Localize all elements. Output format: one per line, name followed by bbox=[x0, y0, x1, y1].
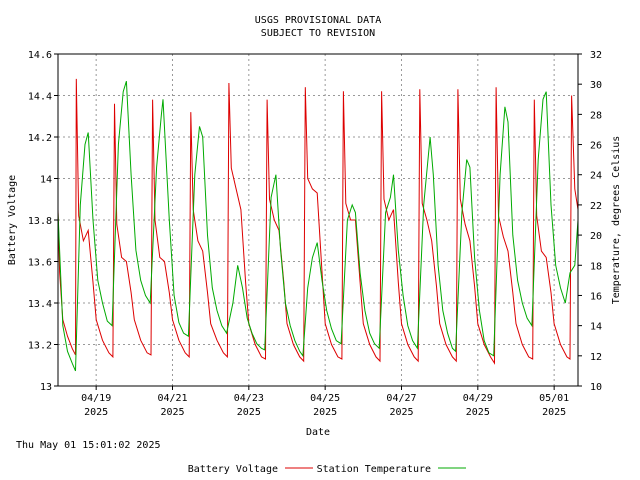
x-axis: 04/19 2025 04/21 2025 04/23 2025 04/25 2025 04/2… bbox=[81, 386, 569, 418]
x-tick-year: 2025 bbox=[237, 407, 261, 418]
y2-tick-label: 12 bbox=[590, 352, 602, 363]
x-tick-label: 05/01 bbox=[539, 393, 569, 404]
legend-label-battery-voltage: Battery Voltage bbox=[188, 464, 278, 475]
x-tick-year: 2025 bbox=[84, 407, 108, 418]
y2-tick-label: 14 bbox=[590, 322, 602, 333]
legend-label-station-temperature: Station Temperature bbox=[317, 464, 431, 475]
y-axis: 13 13.2 13.4 13.6 13.8 14 14.2 14.4 14.6 bbox=[28, 50, 58, 393]
x-tick-label: 04/19 bbox=[81, 393, 111, 404]
x-tick-year: 2025 bbox=[160, 407, 184, 418]
x-tick-label: 04/21 bbox=[157, 393, 187, 404]
chart-subtitle: SUBJECT TO REVISION bbox=[261, 28, 375, 39]
y2-tick-label: 20 bbox=[590, 231, 602, 242]
y2-tick-label: 10 bbox=[590, 382, 602, 393]
y2-tick-label: 24 bbox=[590, 171, 602, 182]
legend: Battery Voltage Station Temperature bbox=[188, 464, 466, 475]
x-axis-label: Date bbox=[306, 427, 330, 438]
y-axis-label: Battery Voltage bbox=[7, 175, 18, 265]
y-tick-label: 14.6 bbox=[28, 50, 52, 61]
series-layer bbox=[57, 78, 579, 372]
series-line-battery-voltage bbox=[57, 78, 579, 365]
y2-tick-label: 22 bbox=[590, 201, 602, 212]
y2-tick-label: 16 bbox=[590, 291, 602, 302]
x-tick-label: 04/29 bbox=[463, 393, 493, 404]
x-tick-year: 2025 bbox=[313, 407, 337, 418]
x-tick-label: 04/27 bbox=[386, 393, 416, 404]
y2-tick-label: 28 bbox=[590, 110, 602, 121]
y-tick-label: 13.6 bbox=[28, 258, 52, 269]
y-tick-label: 13.8 bbox=[28, 216, 52, 227]
grid bbox=[58, 53, 578, 387]
x-tick-year: 2025 bbox=[542, 407, 566, 418]
y-tick-label: 14 bbox=[40, 175, 52, 186]
y-tick-label: 13.2 bbox=[28, 341, 52, 352]
y2-axis-label: Temperature, degrees Celsius bbox=[611, 136, 622, 305]
y2-axis: 10 12 14 16 18 20 22 24 26 28 30 32 bbox=[578, 50, 602, 393]
x-tick-label: 04/23 bbox=[234, 393, 264, 404]
y-tick-label: 14.2 bbox=[28, 133, 52, 144]
x-tick-label: 04/25 bbox=[310, 393, 340, 404]
y-tick-label: 13 bbox=[40, 382, 52, 393]
y2-tick-label: 30 bbox=[590, 80, 602, 91]
x-tick-year: 2025 bbox=[389, 407, 413, 418]
y-tick-label: 13.4 bbox=[28, 299, 52, 310]
y-tick-label: 14.4 bbox=[28, 92, 52, 103]
y2-tick-label: 18 bbox=[590, 261, 602, 272]
x-tick-year: 2025 bbox=[466, 407, 490, 418]
series-line-station-temperature bbox=[57, 81, 579, 372]
y2-tick-label: 32 bbox=[590, 50, 602, 61]
timestamp: Thu May 01 15:01:02 2025 bbox=[16, 440, 161, 451]
y2-tick-label: 26 bbox=[590, 141, 602, 152]
chart-title: USGS PROVISIONAL DATA bbox=[255, 15, 381, 26]
